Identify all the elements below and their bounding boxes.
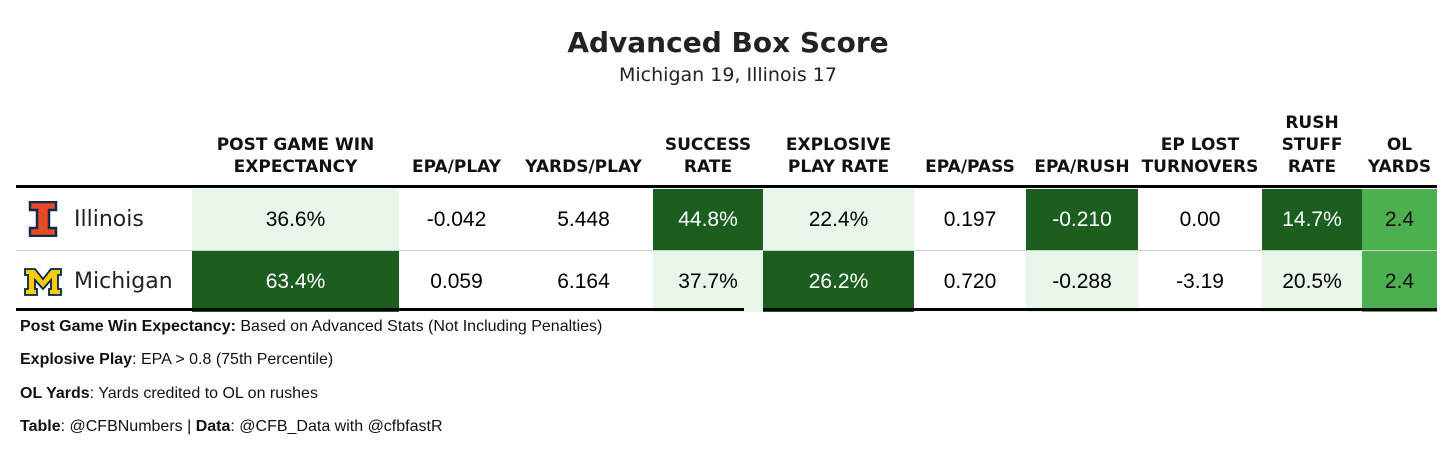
column-header-line: SUCCESS [664,135,752,155]
value-cell-yards-play: 5.448 [514,189,653,250]
value-cell-epa-pass: 0.197 [914,189,1026,250]
value-cell-epa-rush: -0.210 [1026,189,1138,250]
team-name: Michigan [74,269,173,294]
credits-data-label: Data [195,418,231,435]
column-header-line: RUSH [1285,113,1339,133]
column-header-epa-play: EPA/PLAY [399,156,514,178]
value-cell-epa-play: -0.042 [399,189,514,250]
column-header-line: POST GAME WIN [216,135,375,155]
footnote-ol-yards: OL Yards: Yards credited to OL on rushes [20,385,318,403]
value-cell-ep-lost: 0.00 [1138,189,1262,250]
value-cell-ep-lost: -3.19 [1138,251,1262,312]
chart-title: Advanced Box Score [567,26,889,59]
team-name: Illinois [74,207,144,232]
column-header-yards-play: YARDS/PLAY [514,156,653,178]
footnote-text: : EPA > 0.8 (75th Percentile) [132,351,334,368]
column-header-explosive: EXPLOSIVE PLAY RATE [763,134,914,178]
value-cell-explosive: 22.4% [763,189,914,250]
value-cell-stuff: 14.7% [1262,189,1362,250]
footnote-text: Based on Advanced Stats (Not Including P… [235,318,603,335]
column-header-line: PLAY RATE [787,157,890,177]
footnote-label: OL Yards [20,385,90,402]
column-header-line: RATE [683,157,733,177]
footnote-explosive-play: Explosive Play: EPA > 0.8 (75th Percenti… [20,351,333,369]
value-cell-explosive: 26.2% [763,251,914,312]
credits-line: Table: @CFBNumbers | Data: @CFB_Data wit… [20,418,443,436]
value-cell-ol: 2.4 [1362,251,1437,312]
row-separator [16,250,1437,251]
credits-table-value: : @CFBNumbers | [60,418,196,435]
illinois-block-i-logo [24,200,62,238]
value-cell-success: 44.8% [653,189,763,250]
value-cell-success: 37.7% [653,251,763,312]
column-header-wp: POST GAME WIN EXPECTANCY [192,134,399,178]
column-header-line: STUFF [1281,135,1343,155]
column-header-epa-rush: EPA/RUSH [1026,156,1138,178]
team-cell-michigan: Michigan [16,251,192,312]
column-header-line: YARDS/PLAY [525,157,642,177]
footnote-text: : Yards credited to OL on rushes [89,385,318,402]
bottom-rule [763,308,1026,311]
column-header-line: EP LOST [1160,135,1240,155]
column-header-line: EXPLOSIVE [785,135,892,155]
column-header-line: EXPECTANCY [233,157,358,177]
column-header-line: OL [1386,135,1413,155]
value-cell-epa-pass: 0.720 [914,251,1026,312]
chart-subtitle: Michigan 19, Illinois 17 [619,64,837,86]
credits-table-label: Table [20,418,61,435]
footnote-label: Post Game Win Expectancy: [20,318,236,335]
column-header-line: EPA/PASS [925,157,1015,177]
footnote-win-expectancy: Post Game Win Expectancy: Based on Advan… [20,318,602,336]
value-cell-wp: 36.6% [192,189,399,250]
credits-data-value: : @CFB_Data with @cfbfastR [230,418,443,435]
column-header-ol: OL YARDS [1362,134,1437,178]
column-header-epa-pass: EPA/PASS [914,156,1026,178]
value-cell-epa-play: 0.059 [399,251,514,312]
bottom-rule [16,308,744,311]
column-header-line: RATE [1287,157,1337,177]
value-cell-epa-rush: -0.288 [1026,251,1138,312]
footnote-label: Explosive Play [20,351,133,368]
column-headers: POST GAME WIN EXPECTANCY EPA/PLAY YARDS/PLA… [0,100,1456,178]
column-header-stuff: RUSH STUFF RATE [1262,112,1362,178]
team-cell-illinois: Illinois [16,189,192,250]
column-header-ep-lost: EP LOST TURNOVERS [1138,134,1262,178]
column-header-line: EPA/RUSH [1034,157,1130,177]
column-header-success: SUCCESS RATE [653,134,763,178]
value-cell-stuff: 20.5% [1262,251,1362,312]
column-header-line: TURNOVERS [1141,157,1259,177]
column-header-line: EPA/PLAY [411,157,501,177]
value-cell-wp: 63.4% [192,251,399,312]
value-cell-yards-play: 6.164 [514,251,653,312]
michigan-block-m-logo [24,267,62,303]
value-cell-ol: 2.4 [1362,189,1437,250]
header-rule [16,185,1437,188]
bottom-rule [1026,308,1437,311]
column-header-line: YARDS [1367,157,1432,177]
